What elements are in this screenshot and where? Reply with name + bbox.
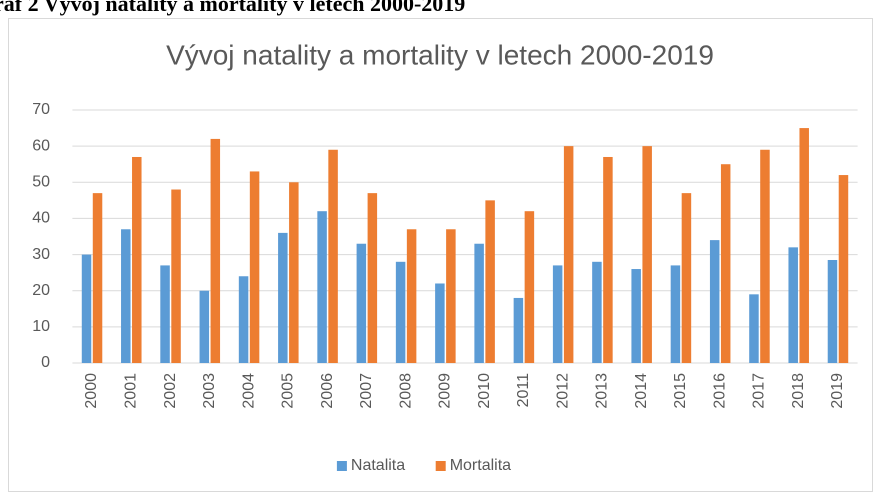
bar [446,229,456,363]
bar [474,243,484,363]
x-tick-label: 2004 [240,373,257,409]
bar [642,146,652,363]
page-heading: raf 2 Vývoj natality a mortality v letec… [0,0,465,16]
x-tick-label: 2001 [123,373,140,409]
bar [603,156,613,363]
y-tick-label: 50 [32,174,50,191]
x-tick-label: 2017 [751,373,768,409]
y-tick-label: 40 [32,210,50,227]
bar [720,164,731,363]
y-tick-label: 20 [32,282,50,299]
bar [435,283,445,363]
bar [317,211,327,363]
x-tick-label: 2013 [594,373,611,409]
bar [367,193,378,363]
x-tick-label: 2012 [554,373,571,409]
bar [81,254,92,363]
x-tick-label: 2002 [162,373,179,409]
bar [563,146,574,363]
bar [289,182,299,363]
legend-label: Mortalita [450,457,511,474]
bar [92,193,103,363]
y-tick-label: 60 [32,137,50,154]
y-tick-label: 10 [32,318,50,335]
bar [592,261,602,363]
x-tick-label: 2007 [358,373,375,409]
x-tick-label: 2016 [711,373,728,409]
x-tick-label: 2010 [476,373,493,409]
bar [799,128,809,363]
bar [827,259,838,363]
bar [171,189,181,363]
legend-swatch [435,461,446,471]
y-tick-label: 70 [32,101,50,118]
legend-label: Natalita [351,457,405,474]
y-tick-label: 30 [32,246,50,263]
bar [210,138,221,363]
x-tick-label: 2005 [280,373,297,409]
x-tick-label: 2019 [829,373,846,409]
bar [356,243,367,363]
x-tick-label: 2009 [437,373,454,409]
legend-swatch [336,461,347,471]
bar [328,149,338,363]
x-tick-label: 2000 [83,373,100,409]
bar [406,229,417,363]
bar [199,290,210,363]
bar [238,276,249,363]
bar [132,156,142,363]
bar [631,269,641,363]
x-tick-label: 2011 [515,373,532,408]
chart-title: Vývoj natality a mortality v letech 2000… [166,39,714,70]
x-tick-label: 2006 [319,373,336,409]
x-tick-label: 2015 [672,373,689,409]
bar [709,240,720,363]
x-tick-label: 2003 [201,373,218,409]
x-tick-label: 2014 [633,373,650,409]
x-tick-label: 2018 [790,373,807,409]
bar [249,171,260,363]
bar [121,229,131,363]
bar [670,265,681,363]
bar [749,294,759,363]
bar [552,265,563,363]
x-tick-label: 2008 [397,373,414,409]
bar [760,149,770,363]
bar [278,232,288,363]
bar [160,265,170,363]
bar [788,247,798,363]
bar [485,200,495,363]
bar [681,193,692,363]
bar [513,297,524,363]
y-tick-label: 0 [41,354,50,371]
bar [838,175,849,363]
bar [395,261,406,363]
bar [524,211,535,363]
